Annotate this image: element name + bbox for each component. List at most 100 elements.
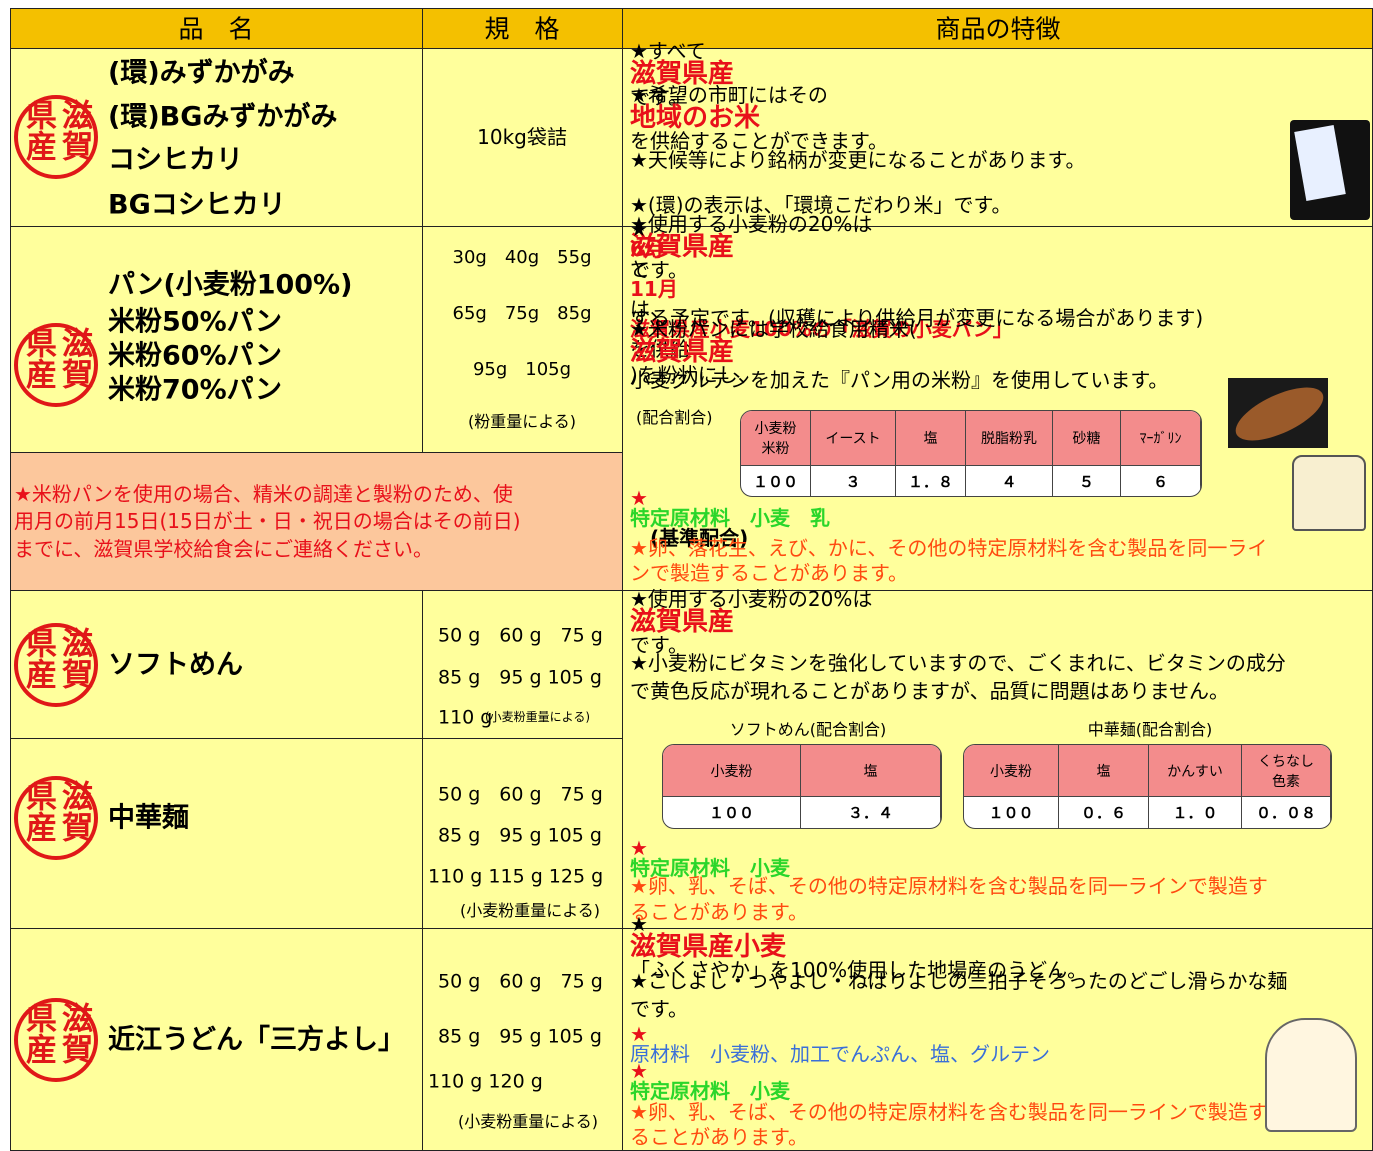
feature-line: ★卵、乳、そば、その他の特定原材料を含む製品を同一ラインで製造す xyxy=(630,876,1268,896)
text: までに、滋賀県学校給食会にご連絡ください。 xyxy=(14,537,433,561)
text: 110 g xyxy=(438,706,493,729)
segment: ★ xyxy=(630,217,648,241)
table-header: ﾏｰｶﾞﾘﾝ xyxy=(1121,411,1201,466)
bread-slice xyxy=(1292,455,1366,531)
cell xyxy=(422,928,623,1151)
segment: を供給することができます。 xyxy=(630,129,888,153)
table-value: ６ xyxy=(1121,466,1201,496)
feature-line: する予定です。(収穫により供給月が変更になる場合があります) xyxy=(630,308,1203,328)
text: 85 g 95 g 105 g xyxy=(438,1025,602,1048)
segment: 「ふくさやか」を100%使用した地場産のうどん。 xyxy=(630,958,1088,982)
segment: です。 xyxy=(630,633,688,657)
text: 85 g 95 g 105 g xyxy=(438,666,602,689)
mini-table: 小麦粉塩 １００ ３．４ xyxy=(662,744,942,829)
text: 用月の前月15日(15日が土・日・祝日の場合はその前日) xyxy=(14,509,521,533)
text: 中華麺 xyxy=(108,802,189,834)
segment: 6月 xyxy=(630,237,664,261)
segment: ンで製造することがあります。 xyxy=(630,561,908,585)
feature-line: ★ 滋賀県産小麦 「ふくさやか」を100%使用した地場産のうどん。 xyxy=(630,914,1087,980)
eating-person-picture xyxy=(1265,1018,1357,1132)
text: 米粉50%パン xyxy=(108,306,282,338)
segment: 11月 xyxy=(630,277,678,301)
text: (小麦粉重量による) xyxy=(459,901,601,920)
text: 85 g 95 g 105 g xyxy=(438,824,602,847)
table-header: 小麦粉 米粉 xyxy=(741,411,811,466)
table-value: ４ xyxy=(966,466,1053,496)
segment: と xyxy=(630,257,650,281)
text: 10kg袋詰 xyxy=(477,125,567,149)
segment: ★天候等により銘柄が変更になることがあります。 xyxy=(630,148,1086,172)
feature-line: ★卵、乳、そば、その他の特定原材料を含む製品を同一ラインで製造す xyxy=(630,1102,1268,1122)
text: ソフトめん(配合割合) xyxy=(729,720,887,739)
table-value: ３ xyxy=(811,466,896,496)
mini-table: 小麦粉 米粉 イースト塩脱脂粉乳 砂糖 ﾏｰｶﾞﾘﾝ １００ ３ １．８ ４ ５ ６ xyxy=(740,410,1202,497)
feature-line: ★使用する小麦粉の20%は 滋賀県産 です。 xyxy=(630,214,872,280)
segment: 地域のお米 xyxy=(630,103,761,133)
text: (小麦粉重量による) xyxy=(485,710,591,724)
segment: です。 xyxy=(630,997,688,1021)
feature-line: 小麦グルテンを加えた『パン用の米粉』を使用しています。 xyxy=(630,370,1168,390)
feature-line: ★希望の市町にはその 地域のお米 を供給することができます。 xyxy=(630,85,888,151)
segment: ★卵、乳、そば、その他の特定原材料を含む製品を同一ラインで製造す xyxy=(630,874,1268,898)
table-header: かんすい xyxy=(1149,745,1242,797)
feature-line: です。 xyxy=(630,999,688,1019)
text: パン(小麦粉100%) xyxy=(108,269,353,301)
segment: ★米粉パンには学校給食用精米( xyxy=(630,317,917,341)
cell xyxy=(622,48,1373,227)
table-value: ０．０８ xyxy=(1242,797,1331,828)
cell xyxy=(10,452,623,591)
segment: 滋賀県産 xyxy=(630,337,735,367)
text: 50 g 60 g 75 g xyxy=(438,624,603,647)
table-value: ５ xyxy=(1053,466,1121,496)
segment: 滋賀県産小麦 xyxy=(630,932,787,962)
feature-line: ★小麦粉にビタミンを強化していますので、ごくまれに、ビタミンの成分 xyxy=(630,653,1286,673)
segment: ★こしよし・つやよし・ねばりよしの三拍子そろったのどごし滑らかな麺 xyxy=(630,969,1288,993)
feature-line: ★すべて 滋賀県産 です。 xyxy=(630,41,734,107)
segment: ★ xyxy=(630,912,648,936)
feature-line: ★天候等により銘柄が変更になることがあります。 xyxy=(630,150,1086,170)
table-header: 塩 xyxy=(896,411,966,466)
feature-line: ★卵、落花生、えび、かに、その他の特定原材料を含む製品を同一ライ xyxy=(630,538,1267,558)
segment: です。 xyxy=(630,258,688,282)
table-value: １．０ xyxy=(1149,797,1242,828)
header-bar xyxy=(10,8,1373,49)
segment: ★希望の市町にはその xyxy=(630,83,828,107)
feature-line: ★ 6月と 11月 は、 滋賀県産小麦100%の「滋賀の小麦パン」 を供給 xyxy=(630,219,1013,359)
cell xyxy=(422,226,623,453)
text: 米粉70%パン xyxy=(108,374,282,406)
table-header: 脱脂粉乳 xyxy=(966,411,1053,466)
text: (配合割合) xyxy=(636,408,713,427)
table-value: ０．６ xyxy=(1059,797,1149,828)
segment: 特定原材料 小麦 xyxy=(630,856,790,880)
segment: 原材料 小麦粉、加工でんぷん、塩、グルテン xyxy=(630,1042,1050,1066)
stamp: 滋賀県産 xyxy=(14,323,98,407)
text: (粉重量による) xyxy=(467,412,577,431)
text: 近江うどん「三方よし」 xyxy=(108,1024,405,1056)
cell xyxy=(10,226,423,453)
text: ★米粉パンを使用の場合、精米の調達と製粉のため、使 xyxy=(14,482,513,506)
table-header: 小麦粉 xyxy=(964,745,1059,797)
feature-line: ★使用する小麦粉の20%は 滋賀県産 です。 xyxy=(630,589,872,655)
table-value: １００ xyxy=(964,797,1059,828)
header-features: 商品の特徴 xyxy=(935,14,1061,44)
table-header: 塩 xyxy=(1059,745,1149,797)
feature-line: ★ 特定原材料 小麦 xyxy=(630,1061,790,1101)
header-spec: 規 格 xyxy=(484,14,560,44)
text: コシヒカリ xyxy=(108,144,243,176)
segment: ★使用する小麦粉の20%は xyxy=(630,587,873,611)
text: 50 g 60 g 75 g xyxy=(438,970,603,993)
table-value: １００ xyxy=(741,466,811,496)
segment: 小麦グルテンを加えた『パン用の米粉』を使用しています。 xyxy=(630,368,1169,392)
feature-line: ★ 特定原材料 小麦 乳 (基準配合) xyxy=(630,488,830,548)
table-value: ３．４ xyxy=(801,797,941,828)
feature-line: で黄色反応が現れることがありますが、品質に問題はありません。 xyxy=(630,681,1229,701)
text: (環)みずかがみ xyxy=(108,57,295,89)
text: 110 g 115 g 125 g xyxy=(428,865,604,888)
segment: ★ xyxy=(630,836,648,860)
stamp: 滋賀県産 xyxy=(14,776,98,860)
feature-line: ★米粉パンには学校給食用精米(滋賀県産)を粉状にし、 xyxy=(630,319,917,385)
feature-line: ることがあります。 xyxy=(630,1127,808,1147)
stamp: 滋賀県産 xyxy=(14,95,98,179)
segment: を供給 xyxy=(630,337,690,361)
